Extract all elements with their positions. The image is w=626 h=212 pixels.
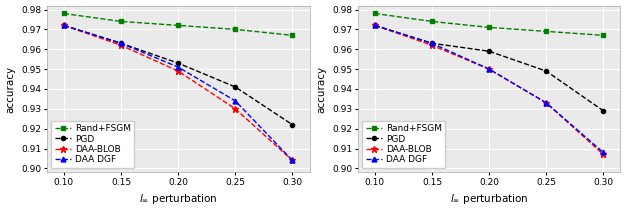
DAA DGF: [371, 24, 379, 27]
Rand+FSGM: [428, 20, 436, 23]
Legend: Rand+FSGM, PGD, DAA-BLOB, DAA DGF: Rand+FSGM, PGD, DAA-BLOB, DAA DGF: [51, 121, 135, 168]
Rand+FSGM: [232, 28, 239, 31]
Rand+FSGM: [117, 20, 125, 23]
PGD: [543, 70, 550, 72]
PGD: [428, 42, 436, 45]
DAA DGF: [232, 100, 239, 102]
PGD: [485, 50, 493, 53]
DAA DGF: [289, 159, 296, 162]
DAA-BLOB: [543, 102, 550, 104]
X-axis label: $l_{\infty}$ perturbation: $l_{\infty}$ perturbation: [139, 192, 217, 206]
Rand+FSGM: [289, 34, 296, 37]
PGD: [232, 86, 239, 88]
Line: DAA-BLOB: DAA-BLOB: [61, 22, 296, 164]
PGD: [371, 24, 379, 27]
Line: DAA DGF: DAA DGF: [61, 23, 295, 163]
DAA DGF: [175, 66, 182, 68]
DAA DGF: [600, 151, 607, 154]
DAA-BLOB: [485, 68, 493, 70]
PGD: [600, 110, 607, 112]
PGD: [60, 24, 68, 27]
Line: DAA DGF: DAA DGF: [372, 23, 606, 155]
Rand+FSGM: [175, 24, 182, 27]
Rand+FSGM: [60, 12, 68, 15]
DAA-BLOB: [117, 44, 125, 47]
DAA-BLOB: [175, 70, 182, 72]
DAA DGF: [543, 102, 550, 104]
DAA DGF: [117, 42, 125, 45]
DAA-BLOB: [232, 107, 239, 110]
Y-axis label: accuracy: accuracy: [6, 65, 16, 113]
DAA-BLOB: [60, 24, 68, 27]
DAA-BLOB: [371, 24, 379, 27]
Line: DAA-BLOB: DAA-BLOB: [371, 22, 607, 158]
Line: Rand+FSGM: Rand+FSGM: [61, 11, 295, 38]
X-axis label: $l_{\infty}$ perturbation: $l_{\infty}$ perturbation: [449, 192, 528, 206]
PGD: [289, 123, 296, 126]
DAA-BLOB: [428, 44, 436, 47]
Rand+FSGM: [485, 26, 493, 29]
PGD: [117, 42, 125, 45]
PGD: [175, 62, 182, 64]
DAA-BLOB: [289, 159, 296, 162]
Legend: Rand+FSGM, PGD, DAA-BLOB, DAA DGF: Rand+FSGM, PGD, DAA-BLOB, DAA DGF: [362, 121, 445, 168]
Line: Rand+FSGM: Rand+FSGM: [372, 11, 606, 38]
DAA DGF: [428, 42, 436, 45]
DAA DGF: [485, 68, 493, 70]
DAA DGF: [60, 24, 68, 27]
DAA-BLOB: [600, 153, 607, 156]
Y-axis label: accuracy: accuracy: [317, 65, 327, 113]
Rand+FSGM: [543, 30, 550, 33]
Rand+FSGM: [371, 12, 379, 15]
Line: PGD: PGD: [62, 23, 294, 127]
Line: PGD: PGD: [372, 23, 605, 113]
Rand+FSGM: [600, 34, 607, 37]
